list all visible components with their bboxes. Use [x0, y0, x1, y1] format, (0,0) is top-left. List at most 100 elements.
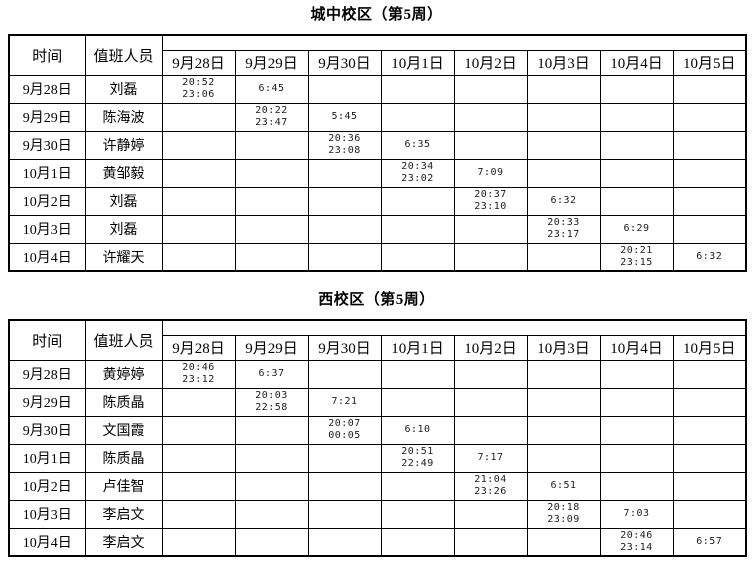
clock-time: 6:45: [258, 83, 285, 94]
clock-in-time-cell: [453, 214, 528, 244]
clock-in-time-cell: [380, 359, 455, 389]
clock-time: 20:33: [547, 217, 580, 228]
clock-in-time-cell: [526, 130, 601, 160]
clock-in-time-cell: 20:07 00:05: [307, 415, 382, 445]
duty-person-name: 陈质晶: [84, 443, 163, 473]
row-date: 9月28日: [8, 74, 86, 104]
row-date: 10月2日: [8, 186, 86, 216]
clock-time: 6:32: [696, 250, 723, 262]
duty-row: 9月28日 刘磊 20:52 23:06 6:45: [8, 74, 747, 104]
duty-row: 9月28日 黄婷婷 20:46 23:12 6:37: [8, 359, 747, 389]
table-title-chengzhong: 城中校区（第5周）: [310, 7, 443, 23]
clock-in-time-cell: 20:34 23:02: [380, 158, 455, 188]
clock-in-time-cell: [234, 499, 309, 529]
clock-time: 00:05: [328, 430, 361, 441]
duty-person-name: 许耀天: [84, 242, 163, 272]
row-date: 10月4日: [8, 242, 86, 272]
duty-person-name: 刘磊: [84, 214, 163, 244]
duty-person-name: 陈质晶: [84, 387, 163, 417]
clock-time: 23:26: [474, 486, 507, 497]
clock-in-time-cell: [526, 359, 601, 389]
clock-in-time-cell: [380, 74, 455, 104]
clock-in-time-cell: 20:37 23:10: [453, 186, 528, 216]
duty-person-name: 卢佳智: [84, 471, 163, 501]
date-column-header: 9月30日: [307, 334, 382, 361]
clock-time: 23:10: [474, 201, 507, 212]
clock-in-time-cell: [234, 214, 309, 244]
clock-time: 20:18: [547, 502, 580, 513]
duty-row: 10月1日 陈质晶 20:51 22:49 7:17: [8, 443, 747, 473]
clock-in-time-cell: [599, 158, 674, 188]
clock-in-time-cell: 6:45: [234, 74, 309, 104]
duty-row: 10月3日 刘磊 20:33 23:17 6:29: [8, 214, 747, 244]
row-date: 10月1日: [8, 158, 86, 188]
clock-in-time-cell: [453, 242, 528, 272]
date-column-header: 9月29日: [234, 49, 309, 76]
clock-in-time-cell: [526, 527, 601, 557]
clock-in-time-cell: [599, 415, 674, 445]
clock-time: 23:02: [401, 173, 434, 184]
clock-in-time-cell: [672, 214, 747, 244]
clock-in-time-cell: [161, 527, 236, 557]
row-date: 10月4日: [8, 527, 86, 557]
clock-in-time-cell: 20:18 23:09: [526, 499, 601, 529]
clock-time: 20:37: [474, 189, 507, 200]
clock-in-time-cell: [453, 74, 528, 104]
clock-time: 21:04: [474, 474, 507, 485]
clock-time: 20:46: [182, 362, 215, 373]
clock-time: 6:37: [258, 368, 285, 379]
clock-in-time-cell: [307, 186, 382, 216]
clock-in-time-cell: 20:46 23:12: [161, 359, 236, 389]
clock-in-time-cell: [380, 242, 455, 272]
clock-time: 7:21: [331, 396, 358, 407]
clock-in-time-cell: 20:36 23:08: [307, 130, 382, 160]
date-column-header: 10月1日: [380, 49, 455, 76]
row-date: 9月30日: [8, 415, 86, 445]
clock-in-time-cell: 21:04 23:26: [453, 471, 528, 501]
clock-in-time-cell: [599, 471, 674, 501]
clock-in-time-cell: [234, 130, 309, 160]
clock-time: 20:51: [401, 446, 434, 457]
clock-in-time-cell: [161, 242, 236, 272]
duty-row: 10月1日 黄邹毅 20:34 23:02 7:09: [8, 158, 747, 188]
clock-in-time-cell: [526, 415, 601, 445]
row-date: 10月2日: [8, 471, 86, 501]
clock-in-time-cell: 5:45: [307, 102, 382, 132]
clock-in-time-cell: [599, 387, 674, 417]
empty-header-band: [161, 34, 747, 51]
row-date: 9月30日: [8, 130, 86, 160]
duty-person-name: 陈海波: [84, 102, 163, 132]
clock-time: 23:06: [182, 89, 215, 100]
clock-time: 23:12: [182, 374, 215, 385]
clock-in-time-cell: 20:51 22:49: [380, 443, 455, 473]
clock-in-time-cell: [526, 242, 601, 272]
clock-in-time-cell: [307, 74, 382, 104]
clock-in-time-cell: 6:57: [672, 527, 747, 557]
date-column-header: 10月4日: [599, 334, 674, 361]
clock-in-time-cell: [453, 499, 528, 529]
table-title-xi: 西校区（第5周）: [318, 292, 435, 308]
clock-in-time-cell: [380, 499, 455, 529]
clock-in-time-cell: [453, 527, 528, 557]
row-date: 9月29日: [8, 387, 86, 417]
clock-in-time-cell: [599, 359, 674, 389]
header-row-dates: 9月28日 9月29日 9月30日 10月1日 10月2日 10月3日 10月4日 10月5日: [9, 49, 747, 76]
clock-time: 20:34: [401, 161, 434, 172]
header-row-dates: 9月28日 9月29日 9月30日 10月1日 10月2日 10月3日 10月4日 10月5日: [9, 334, 747, 361]
date-column-header: 10月5日: [672, 334, 747, 361]
clock-in-time-cell: [307, 471, 382, 501]
clock-in-time-cell: [453, 387, 528, 417]
header-row-top: 时间 值班人员: [8, 319, 747, 361]
clock-time: 5:45: [331, 111, 358, 122]
clock-in-time-cell: [526, 74, 601, 104]
clock-in-time-cell: [161, 158, 236, 188]
clock-in-time-cell: [307, 214, 382, 244]
clock-in-time-cell: [526, 158, 601, 188]
clock-time: 20:46: [620, 529, 653, 541]
campus-section-xi: 西校区（第5周） 时间 值班人员 9月28日 9月29日 9月30日 10月1日 10月2日…: [8, 290, 747, 557]
clock-time: 22:58: [255, 402, 288, 413]
duty-person-name: 黄邹毅: [84, 158, 163, 188]
clock-time: 6:32: [550, 195, 577, 206]
clock-in-time-cell: [453, 415, 528, 445]
clock-in-time-cell: [161, 387, 236, 417]
